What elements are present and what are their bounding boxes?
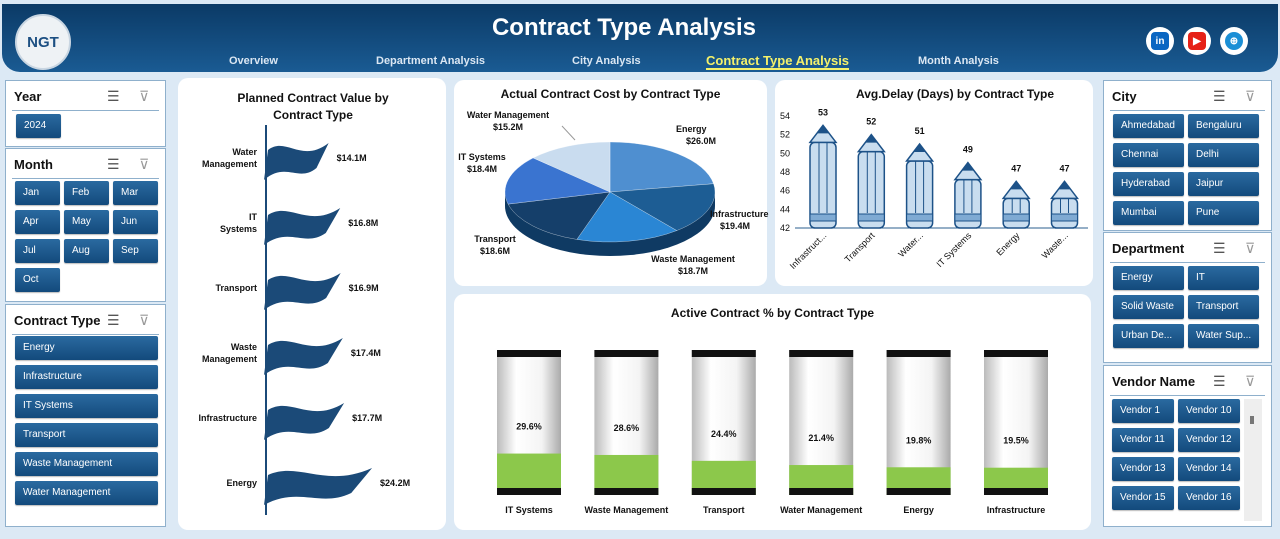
avg-delay-panel: Avg.Delay (Days) by Contract Type	[775, 80, 1093, 286]
youtube-button[interactable]: ▶	[1183, 27, 1211, 55]
month-slicer-title: Month	[14, 157, 53, 172]
contract-type-option[interactable]: Transport	[15, 423, 158, 447]
vendor-option[interactable]: Vendor 13	[1112, 457, 1174, 481]
contract-type-option[interactable]: Water Management	[15, 481, 158, 505]
nav-city-analysis[interactable]: City Analysis	[572, 55, 641, 67]
clear-filter-icon[interactable]: ⊽	[139, 156, 150, 172]
nav-department-analysis[interactable]: Department Analysis	[376, 55, 486, 67]
city-option[interactable]: Delhi	[1188, 143, 1259, 167]
vendor-option[interactable]: Vendor 10	[1178, 399, 1240, 423]
city-option[interactable]: Hyderabad	[1113, 172, 1184, 196]
city-option[interactable]: Mumbai	[1113, 201, 1184, 225]
divider	[1110, 262, 1265, 263]
month-option[interactable]: Jan	[15, 181, 60, 205]
month-option[interactable]: Sep	[113, 239, 158, 263]
city-option[interactable]: Chennai	[1113, 143, 1184, 167]
contract-type-option[interactable]: Energy	[15, 336, 158, 360]
city-slicer: City ☰ ⊽ Ahmedabad Bengaluru Chennai Delhi H…	[1103, 80, 1272, 231]
actual-cost-title: Actual Contract Cost by Contract Type	[500, 87, 721, 101]
vendor-option[interactable]: Vendor 12	[1178, 428, 1240, 452]
scrollbar[interactable]	[1244, 399, 1262, 521]
scrollbar-thumb[interactable]	[1250, 416, 1254, 424]
city-option[interactable]: Pune	[1188, 201, 1259, 225]
vendor-option[interactable]: Vendor 15	[1112, 486, 1174, 510]
department-option[interactable]: Solid Waste	[1113, 295, 1184, 319]
divider	[12, 110, 159, 111]
globe-icon: ⊕	[1225, 32, 1243, 50]
department-option[interactable]: Water Sup...	[1188, 324, 1259, 348]
page-title: Contract Type Analysis	[491, 14, 757, 41]
year-option[interactable]: 2024	[16, 114, 61, 138]
month-option[interactable]: Feb	[64, 181, 109, 205]
nav-overview[interactable]: Overview	[229, 55, 278, 67]
divider	[1110, 395, 1265, 396]
planned-value-title: Planned Contract Value by Contract Type	[237, 91, 389, 122]
vendor-option[interactable]: Vendor 11	[1112, 428, 1174, 452]
multi-select-icon[interactable]: ☰	[107, 312, 120, 328]
active-contract-panel: Active Contract % by Contract Type	[454, 294, 1091, 530]
avg-delay-title: Avg.Delay (Days) by Contract Type	[855, 87, 1055, 101]
city-option[interactable]: Ahmedabad	[1113, 114, 1184, 138]
month-option[interactable]: Jul	[15, 239, 60, 263]
linkedin-icon: in	[1151, 32, 1169, 50]
department-option[interactable]: Transport	[1188, 295, 1259, 319]
multi-select-icon[interactable]: ☰	[1213, 240, 1226, 256]
vendor-option[interactable]: Vendor 16	[1178, 486, 1240, 510]
vendor-slicer-title: Vendor Name	[1112, 374, 1196, 389]
month-option[interactable]: May	[64, 210, 109, 234]
linkedin-button[interactable]: in	[1146, 27, 1174, 55]
actual-cost-panel: Actual Contract Cost by Contract Type	[454, 80, 767, 286]
contract-type-option[interactable]: IT Systems	[15, 394, 158, 418]
month-option[interactable]: Aug	[64, 239, 109, 263]
vendor-option[interactable]: Vendor 14	[1178, 457, 1240, 481]
month-slicer: Month ☰ ⊽ Jan Feb Mar Apr May Jun Jul Aug Sep Oct	[5, 148, 166, 302]
department-option[interactable]: IT	[1188, 266, 1259, 290]
nav-contract-type-analysis[interactable]: Contract Type Analysis	[706, 53, 850, 70]
contract-type-option[interactable]: Infrastructure	[15, 365, 158, 389]
month-option[interactable]: Mar	[113, 181, 158, 205]
vendor-slicer: Vendor Name ☰ ⊽ Vendor 1 Vendor 10 Vendor …	[1103, 365, 1272, 527]
divider	[1110, 110, 1265, 111]
city-slicer-title: City	[1112, 89, 1137, 104]
contract-type-slicer-title: Contract Type	[14, 313, 101, 328]
month-option[interactable]: Jun	[113, 210, 158, 234]
logo: NGT	[15, 14, 71, 70]
department-option[interactable]: Energy	[1113, 266, 1184, 290]
active-contract-title: Active Contract % by Contract Type	[670, 306, 875, 320]
department-slicer-title: Department	[1112, 241, 1185, 256]
vendor-option[interactable]: Vendor 1	[1112, 399, 1174, 423]
youtube-icon: ▶	[1188, 32, 1206, 50]
clear-filter-icon[interactable]: ⊽	[139, 88, 150, 104]
multi-select-icon[interactable]: ☰	[107, 88, 120, 104]
clear-filter-icon[interactable]: ⊽	[1245, 88, 1256, 104]
nav-month-analysis[interactable]: Month Analysis	[918, 55, 999, 67]
city-option[interactable]: Jaipur	[1188, 172, 1259, 196]
contract-type-option[interactable]: Waste Management	[15, 452, 158, 476]
month-option[interactable]: Apr	[15, 210, 60, 234]
year-slicer: Year ☰ ⊽ 2024	[5, 80, 166, 147]
clear-filter-icon[interactable]: ⊽	[139, 312, 150, 328]
city-option[interactable]: Bengaluru	[1188, 114, 1259, 138]
divider	[12, 334, 159, 335]
divider	[12, 178, 159, 179]
clear-filter-icon[interactable]: ⊽	[1245, 240, 1256, 256]
department-slicer: Department ☰ ⊽ Energy IT Solid Waste Transp…	[1103, 232, 1272, 363]
month-option[interactable]: Oct	[15, 268, 60, 292]
multi-select-icon[interactable]: ☰	[1213, 373, 1226, 389]
contract-type-slicer: Contract Type ☰ ⊽ Energy Infrastructure IT…	[5, 304, 166, 527]
multi-select-icon[interactable]: ☰	[107, 156, 120, 172]
planned-value-panel: Planned Contract Value by Contract Type	[178, 78, 446, 530]
multi-select-icon[interactable]: ☰	[1213, 88, 1226, 104]
clear-filter-icon[interactable]: ⊽	[1245, 373, 1256, 389]
header: NGT Contract Type Analysis Overview Depa…	[2, 4, 1278, 72]
year-slicer-title: Year	[14, 89, 42, 104]
department-option[interactable]: Urban De...	[1113, 324, 1184, 348]
website-button[interactable]: ⊕	[1220, 27, 1248, 55]
